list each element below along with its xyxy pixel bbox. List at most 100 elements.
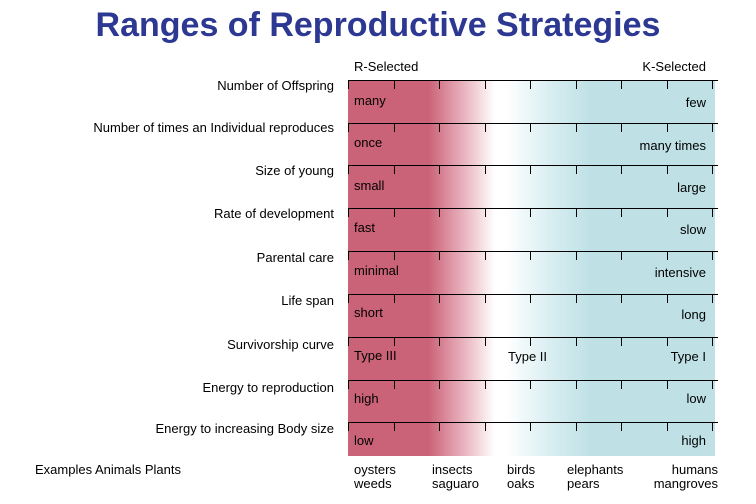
- example-plant: pears: [567, 476, 600, 491]
- row-right-reproduces: many times: [639, 138, 706, 153]
- row-right-energy-reproduction: low: [686, 391, 706, 406]
- tick-mark: [667, 337, 668, 346]
- tick-mark: [530, 294, 531, 303]
- tick-mark: [621, 337, 622, 346]
- tick-mark: [530, 380, 531, 389]
- row-right-offspring: few: [685, 95, 706, 110]
- row-left-survivorship: Type III: [354, 348, 397, 363]
- tick-mark: [530, 208, 531, 217]
- tick-mark: [712, 123, 713, 132]
- row-label-development: Rate of development: [214, 206, 334, 221]
- tick-mark: [348, 123, 349, 132]
- tick-mark: [621, 380, 622, 389]
- tick-mark: [394, 380, 395, 389]
- tick-mark: [348, 337, 349, 346]
- example-animal: birds: [507, 462, 536, 477]
- row-right-life-span: long: [681, 307, 706, 322]
- tick-mark: [485, 294, 486, 303]
- row-left-reproduces: once: [354, 135, 383, 150]
- tick-mark: [485, 80, 486, 89]
- row-label-life-span: Life span: [281, 293, 334, 308]
- tick-mark: [530, 251, 531, 260]
- tick-mark: [621, 251, 622, 260]
- tick-mark: [576, 208, 577, 217]
- tick-mark: [485, 208, 486, 217]
- separator-line: [348, 123, 718, 124]
- tick-mark: [485, 380, 486, 389]
- tick-mark: [485, 165, 486, 174]
- tick-mark: [667, 165, 668, 174]
- separator-line: [348, 251, 718, 252]
- tick-mark: [394, 251, 395, 260]
- tick-mark: [439, 337, 440, 346]
- tick-mark: [348, 251, 349, 260]
- tick-mark: [667, 294, 668, 303]
- tick-mark: [576, 422, 577, 431]
- tick-mark: [394, 123, 395, 132]
- tick-mark: [530, 165, 531, 174]
- tick-mark: [576, 337, 577, 346]
- tick-mark: [394, 80, 395, 89]
- example-item: humans mangroves: [643, 463, 718, 491]
- example-item: elephants pears: [567, 463, 623, 491]
- row-label-survivorship: Survivorship curve: [227, 337, 334, 352]
- row-label-offspring: Number of Offspring: [217, 78, 334, 93]
- example-animal: insects: [432, 462, 473, 477]
- row-right-survivorship: Type I: [670, 349, 706, 364]
- example-animal: elephants: [567, 462, 624, 477]
- examples-label: Examples Animals Plants: [35, 462, 181, 477]
- tick-mark: [439, 165, 440, 174]
- example-item: oysters weeds: [354, 463, 396, 491]
- tick-mark: [348, 294, 349, 303]
- header-k-selected: K-Selected: [642, 59, 706, 74]
- tick-mark: [439, 294, 440, 303]
- tick-mark: [439, 123, 440, 132]
- tick-mark: [530, 123, 531, 132]
- row-right-energy-body-size: high: [681, 433, 706, 448]
- tick-mark: [576, 294, 577, 303]
- example-plant: mangroves: [653, 476, 718, 491]
- tick-mark: [621, 294, 622, 303]
- tick-mark: [485, 251, 486, 260]
- tick-mark: [439, 380, 440, 389]
- tick-mark: [348, 208, 349, 217]
- tick-mark: [394, 337, 395, 346]
- tick-mark: [394, 294, 395, 303]
- row-right-size-of-young: large: [677, 180, 706, 195]
- gradient-panel: [348, 80, 715, 456]
- row-left-development: fast: [354, 220, 375, 235]
- tick-mark: [485, 422, 486, 431]
- header-r-selected: R-Selected: [354, 59, 419, 74]
- example-animal: humans: [671, 462, 718, 477]
- tick-mark: [439, 208, 440, 217]
- tick-mark: [667, 422, 668, 431]
- tick-mark: [576, 165, 577, 174]
- tick-mark: [439, 80, 440, 89]
- row-label-parental-care: Parental care: [256, 250, 334, 265]
- tick-mark: [485, 337, 486, 346]
- tick-mark: [667, 208, 668, 217]
- example-item: birds oaks: [507, 463, 535, 491]
- tick-mark: [667, 123, 668, 132]
- separator-line: [348, 380, 718, 381]
- tick-mark: [621, 80, 622, 89]
- tick-mark: [530, 80, 531, 89]
- page-title: Ranges of Reproductive Strategies: [95, 6, 661, 44]
- separator-line: [348, 337, 718, 338]
- tick-mark: [712, 380, 713, 389]
- tick-mark: [394, 165, 395, 174]
- tick-mark: [712, 80, 713, 89]
- tick-mark: [621, 422, 622, 431]
- tick-mark: [576, 123, 577, 132]
- row-label-energy-reproduction: Energy to reproduction: [202, 380, 334, 395]
- tick-mark: [530, 422, 531, 431]
- example-animal: oysters: [354, 462, 396, 477]
- row-left-offspring: many: [354, 93, 386, 108]
- row-left-life-span: short: [354, 305, 383, 320]
- tick-mark: [712, 251, 713, 260]
- tick-mark: [348, 380, 349, 389]
- tick-mark: [348, 422, 349, 431]
- row-left-energy-body-size: low: [354, 433, 374, 448]
- row-label-size-of-young: Size of young: [255, 163, 334, 178]
- separator-line: [348, 422, 718, 423]
